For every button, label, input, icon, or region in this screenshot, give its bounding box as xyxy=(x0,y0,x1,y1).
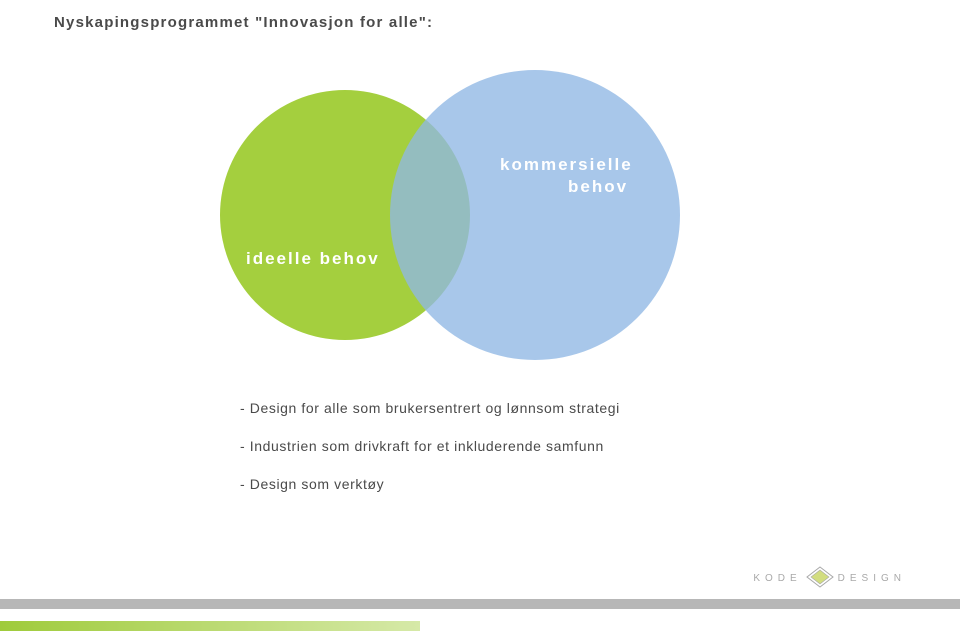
brand-logo: KODE DESIGN xyxy=(753,566,906,591)
venn-right-label: kommersielle behov xyxy=(500,154,633,198)
logo-word-right: DESIGN xyxy=(838,573,906,584)
footer-bar xyxy=(0,599,960,609)
logo-word-left: KODE xyxy=(753,573,801,584)
footer-gradient xyxy=(0,621,420,631)
venn-diagram: kommersielle behov ideelle behov xyxy=(220,80,700,380)
slide-title: Nyskapingsprogrammet "Innovasjon for all… xyxy=(54,14,433,31)
bullet-item: - Design som verktøy xyxy=(240,476,620,492)
bullet-item: - Industrien som drivkraft for et inklud… xyxy=(240,438,620,454)
slide: Nyskapingsprogrammet "Innovasjon for all… xyxy=(0,0,960,631)
logo-mark-icon xyxy=(806,566,834,591)
bullet-list: - Design for alle som brukersentrert og … xyxy=(240,400,620,514)
venn-left-label: ideelle behov xyxy=(246,248,380,270)
venn-right-circle xyxy=(390,70,680,360)
bullet-item: - Design for alle som brukersentrert og … xyxy=(240,400,620,416)
